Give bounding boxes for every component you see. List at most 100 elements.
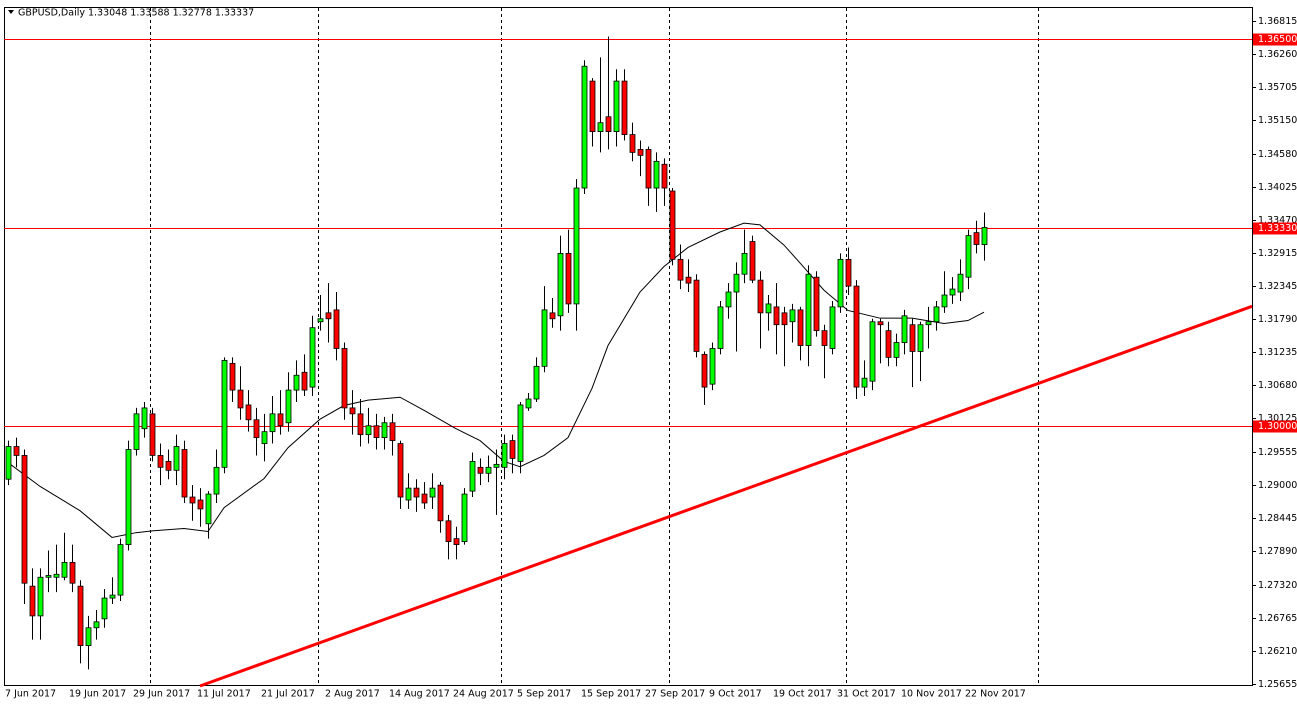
y-tick-label: 1.33470 xyxy=(1258,215,1297,226)
candle-body xyxy=(85,627,92,646)
candle-body xyxy=(621,80,628,135)
candle-body xyxy=(557,253,564,317)
candle-body xyxy=(965,235,972,278)
y-tick-label: 1.25655 xyxy=(1258,679,1297,690)
y-tick-label: 1.28445 xyxy=(1258,513,1297,524)
y-tick-label: 1.36815 xyxy=(1258,16,1297,27)
candle-body xyxy=(229,362,236,391)
period-separators xyxy=(150,8,1039,685)
candle-body xyxy=(581,65,588,189)
candle-body xyxy=(597,122,604,132)
candle-body xyxy=(845,258,852,287)
x-tick-label: 19 Oct 2017 xyxy=(773,689,832,700)
candle-body xyxy=(477,466,484,474)
x-tick-label: 21 Jul 2017 xyxy=(261,689,315,700)
candle-body xyxy=(453,538,460,545)
y-tick-label: 1.35705 xyxy=(1258,82,1297,93)
candle-body xyxy=(789,309,796,323)
candle-body xyxy=(493,463,500,468)
y-tick-label: 1.29555 xyxy=(1258,447,1297,458)
plot-border xyxy=(4,7,1253,686)
candle-body xyxy=(189,496,196,504)
candle-body xyxy=(93,621,100,629)
candle-body xyxy=(53,573,60,578)
y-tick-label: 1.27890 xyxy=(1258,546,1297,557)
candle-body xyxy=(221,359,228,468)
candle-body xyxy=(13,446,20,456)
level-label-bg xyxy=(1253,33,1297,46)
candle-body xyxy=(253,419,260,439)
candle-body xyxy=(869,321,876,382)
candle-body xyxy=(533,365,540,400)
candle-body xyxy=(405,487,412,501)
candle-body xyxy=(357,413,364,436)
candle-body xyxy=(717,306,724,349)
candle-body xyxy=(733,273,740,293)
candle-body xyxy=(885,330,892,358)
y-tick-label: 1.27320 xyxy=(1258,580,1297,591)
candle-body xyxy=(285,389,292,424)
y-tick-label: 1.36260 xyxy=(1258,49,1297,60)
candle-body xyxy=(69,562,76,584)
candle-body xyxy=(509,440,516,459)
candle-body xyxy=(525,398,532,409)
candle-body xyxy=(693,279,700,352)
candle-body xyxy=(917,324,924,352)
candle-body xyxy=(861,377,868,388)
candle-body xyxy=(613,80,620,132)
candle-body xyxy=(837,258,844,308)
candle-body xyxy=(501,443,508,468)
candle-body xyxy=(749,241,756,281)
candle-body xyxy=(645,149,652,189)
candle-body xyxy=(941,294,948,308)
x-tick-label: 14 Aug 2017 xyxy=(389,689,450,700)
y-tick-label: 1.31790 xyxy=(1258,314,1297,325)
candle-body xyxy=(901,315,908,343)
candle-body xyxy=(469,460,476,492)
level-label-bg xyxy=(1253,420,1297,433)
x-tick-label: 31 Oct 2017 xyxy=(837,689,896,700)
x-tick-label: 5 Sep 2017 xyxy=(517,689,571,700)
candle-body xyxy=(541,309,548,367)
candle-body xyxy=(757,279,764,314)
candle-body xyxy=(365,425,372,436)
y-tick-label: 1.30680 xyxy=(1258,380,1297,391)
x-tick-label: 29 Jun 2017 xyxy=(133,689,190,700)
candle-body xyxy=(245,404,252,421)
candle-body xyxy=(741,253,748,275)
candle-body xyxy=(973,232,980,245)
y-tick-label: 1.32345 xyxy=(1258,281,1297,292)
trendline xyxy=(199,304,1253,688)
candle-body xyxy=(349,407,356,415)
candle-body xyxy=(445,520,452,543)
x-tick-label: 22 Nov 2017 xyxy=(965,689,1026,700)
candle-body xyxy=(381,422,388,439)
candle-body xyxy=(397,443,404,498)
candle-body xyxy=(173,446,180,471)
candle-body xyxy=(5,446,12,480)
candle-body xyxy=(373,425,380,439)
x-tick-label: 15 Sep 2017 xyxy=(581,689,641,700)
candle-body xyxy=(677,258,684,281)
candle-body xyxy=(157,455,164,468)
candle-body xyxy=(517,404,524,462)
x-tick-label: 7 Jun 2017 xyxy=(5,689,56,700)
candle-body xyxy=(429,487,436,498)
candle-body xyxy=(933,306,940,323)
y-tick-label: 1.34580 xyxy=(1258,149,1297,160)
candle-body xyxy=(725,291,732,308)
candle-body xyxy=(821,330,828,346)
menu-arrow[interactable] xyxy=(8,10,14,14)
candle-body xyxy=(301,371,308,391)
candle-body xyxy=(629,134,636,153)
candle-body xyxy=(149,413,156,456)
candle-body xyxy=(773,306,780,326)
candle-body xyxy=(765,303,772,314)
candle-body xyxy=(573,187,580,305)
candle-body xyxy=(589,80,596,132)
x-tick-label: 11 Jul 2017 xyxy=(197,689,251,700)
candle-body xyxy=(813,276,820,332)
